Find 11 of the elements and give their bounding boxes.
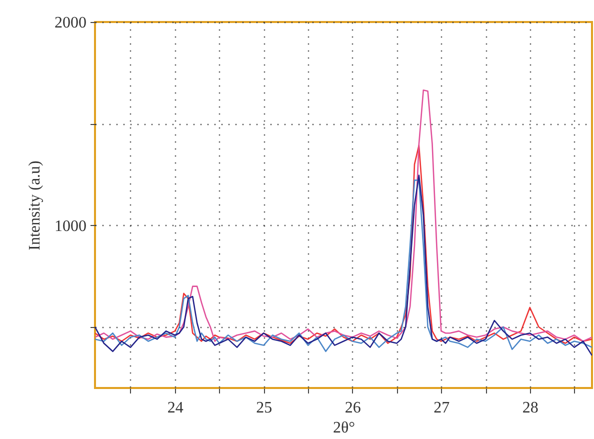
line-series <box>95 89 592 342</box>
y-tick-label: 2000 <box>54 14 86 32</box>
x-tick-label: 25 <box>256 400 272 416</box>
x-tick-label: 26 <box>344 400 361 416</box>
x-axis-title: 2θ° <box>332 420 356 436</box>
x-tick-label: 28 <box>522 400 538 416</box>
x-tick-label: 27 <box>434 400 450 416</box>
y-axis-title: Intensity (a.u) <box>26 160 44 250</box>
line-series <box>95 144 592 344</box>
y-tick-label: 1000 <box>54 218 86 235</box>
x-tick-label: 24 <box>167 400 184 416</box>
